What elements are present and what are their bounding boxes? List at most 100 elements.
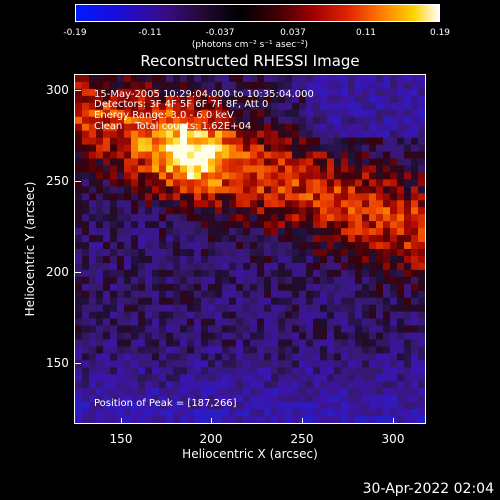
- heatmap-cell: [243, 318, 251, 327]
- heatmap-cell: [82, 353, 90, 361]
- heatmap-cell: [418, 283, 425, 292]
- colorbar-tick: -0.11: [138, 28, 162, 38]
- heatmap-cell: [397, 186, 405, 194]
- heatmap-cell: [397, 179, 405, 187]
- heatmap-cell: [418, 151, 425, 160]
- heatmap-cell: [271, 269, 279, 278]
- heatmap-cell: [418, 81, 425, 90]
- heatmap-cell: [159, 242, 167, 250]
- heatmap-cell: [222, 172, 230, 180]
- heatmap-cell: [334, 179, 342, 187]
- heatmap-cell: [264, 318, 272, 327]
- heatmap-cell: [236, 290, 244, 299]
- heatmap-cell: [166, 242, 174, 250]
- heatmap-cell: [145, 381, 153, 389]
- heatmap-cell: [250, 388, 258, 396]
- heatmap-cell: [390, 130, 398, 139]
- heatmap-cell: [418, 416, 425, 423]
- heatmap-cell: [306, 186, 314, 194]
- heatmap-cell: [341, 318, 349, 327]
- heatmap-cell: [369, 207, 377, 215]
- heatmap-cell: [306, 255, 314, 264]
- heatmap-cell: [82, 304, 90, 313]
- heatmap-cell: [313, 144, 321, 153]
- heatmap-cell: [96, 137, 104, 146]
- heatmap-cell: [341, 409, 349, 417]
- heatmap-cell: [131, 228, 139, 236]
- heatmap-cell: [166, 318, 174, 327]
- heatmap-cell: [257, 339, 265, 348]
- heatmap-cell: [362, 353, 370, 361]
- heatmap-cell: [187, 130, 195, 139]
- heatmap-cell: [138, 221, 146, 229]
- heatmap-cell: [124, 200, 132, 208]
- heatmap-cell: [173, 151, 181, 160]
- heatmap-cell: [376, 186, 384, 194]
- heatmap-cell: [117, 269, 125, 278]
- heatmap-cell: [166, 332, 174, 341]
- heatmap-cell: [194, 325, 202, 334]
- heatmap-cell: [257, 283, 265, 292]
- heatmap-cell: [159, 395, 167, 403]
- heatmap-cell: [103, 311, 111, 320]
- heatmap-cell: [397, 381, 405, 389]
- heatmap-cell: [243, 283, 251, 292]
- heatmap-cell: [257, 249, 265, 257]
- heatmap-cell: [236, 367, 244, 375]
- heatmap-cell: [180, 207, 188, 215]
- heatmap-cell: [201, 193, 209, 201]
- heatmap-cell: [89, 75, 97, 83]
- heatmap-cell: [138, 144, 146, 153]
- heatmap-cell: [348, 290, 356, 299]
- heatmap-cell: [222, 130, 230, 139]
- heatmap-cell: [145, 200, 153, 208]
- heatmap-cell: [355, 325, 363, 334]
- heatmap-cell: [82, 360, 90, 368]
- heatmap-cell: [103, 395, 111, 403]
- heatmap-cell: [355, 95, 363, 104]
- heatmap-cell: [313, 88, 321, 97]
- heatmap-cell: [299, 165, 307, 174]
- heatmap-cell: [299, 130, 307, 139]
- heatmap-cell: [229, 193, 237, 201]
- heatmap-cell: [404, 374, 412, 382]
- heatmap-cell: [278, 269, 286, 278]
- heatmap-cell: [285, 269, 293, 278]
- heatmap-cell: [243, 130, 251, 139]
- heatmap-cell: [215, 262, 223, 271]
- heatmap-cell: [194, 249, 202, 257]
- heatmap-cell: [271, 172, 279, 180]
- heatmap-cell: [173, 130, 181, 139]
- heatmap-cell: [75, 179, 83, 187]
- heatmap-cell: [257, 242, 265, 250]
- heatmap-cell: [404, 228, 412, 236]
- heatmap-cell: [341, 381, 349, 389]
- heatmap-cell: [145, 276, 153, 285]
- heatmap-cell: [292, 325, 300, 334]
- heatmap-cell: [201, 381, 209, 389]
- heatmap-cell: [257, 290, 265, 299]
- heatmap-cell: [278, 409, 286, 417]
- heatmap-cell: [271, 353, 279, 361]
- heatmap-cell: [229, 179, 237, 187]
- heatmap-cell: [327, 402, 335, 410]
- heatmap-cell: [215, 290, 223, 299]
- heatmap-cell: [166, 235, 174, 243]
- heatmap-cell: [131, 158, 139, 167]
- heatmap-cell: [89, 214, 97, 222]
- heatmap-cell: [96, 276, 104, 285]
- heatmap-cell: [257, 165, 265, 174]
- heatmap-cell: [89, 381, 97, 389]
- heatmap-cell: [229, 381, 237, 389]
- heatmap-cell: [124, 235, 132, 243]
- heatmap-cell: [96, 130, 104, 139]
- heatmap-cell: [229, 102, 237, 111]
- heatmap-cell: [271, 311, 279, 320]
- heatmap-cell: [208, 179, 216, 187]
- heatmap-cell: [250, 242, 258, 250]
- heatmap-cell: [390, 102, 398, 111]
- y-tick-mark: [75, 272, 81, 273]
- heatmap-cell: [362, 269, 370, 278]
- heatmap-cell: [180, 283, 188, 292]
- heatmap-cell: [243, 228, 251, 236]
